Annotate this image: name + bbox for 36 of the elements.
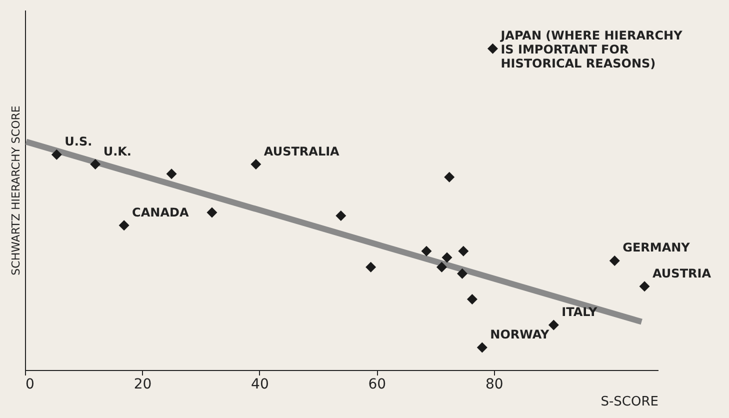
point — [639, 281, 650, 292]
point — [421, 246, 432, 256]
annotation: U.S. — [64, 134, 92, 149]
annotation: CANADA — [132, 205, 190, 220]
point — [206, 207, 218, 218]
point — [90, 159, 101, 170]
point — [466, 294, 478, 305]
x-tick-label: 0 — [26, 376, 34, 392]
annotation: AUSTRALIA — [264, 144, 340, 158]
annotation: ITALY — [562, 305, 598, 319]
annotation: GERMANY — [622, 240, 690, 255]
point — [609, 255, 620, 266]
point — [250, 159, 262, 170]
point — [51, 149, 62, 160]
x-tick-label: 20 — [134, 376, 152, 392]
annotation: U.K. — [103, 144, 132, 158]
point — [458, 246, 469, 256]
point — [336, 210, 346, 221]
point — [366, 262, 376, 272]
point — [118, 220, 130, 231]
x-axis-title: S-SCORE — [600, 394, 658, 410]
point — [436, 262, 447, 272]
x-tick-label: 80 — [485, 376, 504, 392]
annotation: AUSTRIA — [652, 266, 712, 280]
point — [487, 43, 498, 54]
point — [444, 172, 455, 182]
point — [442, 252, 452, 263]
point — [456, 268, 468, 279]
point — [476, 342, 488, 353]
annotation: NORWAY — [490, 328, 550, 342]
point — [548, 320, 559, 330]
annotation: JAPAN (WHERE HIERARCHY IS IMPORTANT FOR HISTORICAL REASONS) — [500, 28, 683, 71]
x-tick-label: 40 — [251, 376, 269, 392]
y-axis-title: SCHWARTZ HIERARCHY SCORE — [10, 106, 22, 276]
x-tick-label: 60 — [368, 376, 386, 392]
point — [166, 168, 177, 180]
